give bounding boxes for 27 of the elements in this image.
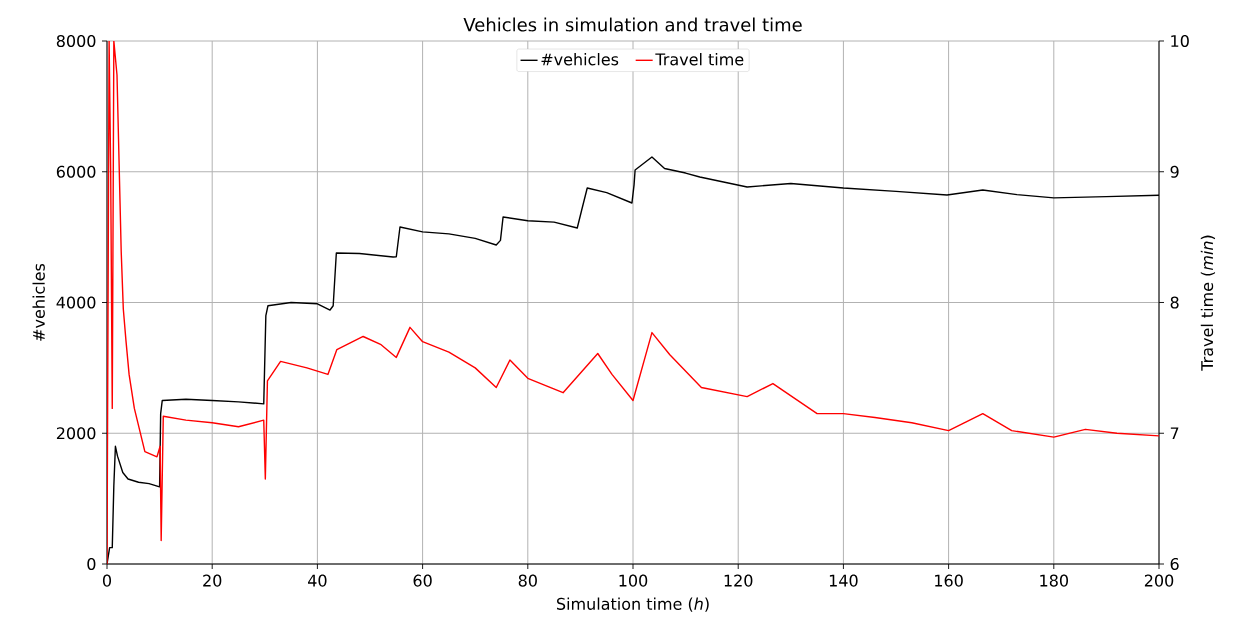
y2-tick-label: 10	[1171, 34, 1189, 48]
chart-title: Vehicles in simulation and travel time	[463, 17, 802, 32]
x-axis-title: Simulation time (h)	[556, 597, 709, 612]
x-tick-label: 140	[829, 574, 858, 587]
y-tick-label: 6000	[56, 165, 96, 178]
x-tick-label: 100	[619, 574, 648, 587]
x-tick-label: 200	[1144, 574, 1174, 587]
y-tick-label: 4000	[56, 296, 96, 309]
x-tick-label: 180	[1040, 574, 1069, 587]
y-tick-label: 8000	[56, 34, 96, 48]
x-tick-label: 80	[518, 574, 537, 587]
legend-label: #vehicles	[541, 53, 619, 66]
y-axis-title: #vehicles	[32, 263, 45, 341]
y2-tick-label: 7	[1170, 427, 1179, 440]
x-tick-label: 120	[724, 574, 753, 587]
x-tick-label: 20	[203, 574, 222, 587]
legend-label: Travel time	[655, 53, 744, 66]
x-tick-label: 40	[308, 574, 327, 587]
y2-tick-label: 9	[1170, 165, 1179, 178]
x-tick-label: 60	[413, 574, 432, 587]
y2-tick-label: 8	[1170, 296, 1179, 309]
x-tick-label: 0	[102, 574, 112, 587]
y2-axis-title: Travel time (min)	[1200, 235, 1216, 371]
y2-tick-label: 6	[1170, 557, 1179, 571]
y-tick-label: 0	[87, 557, 96, 571]
y-tick-label: 2000	[56, 427, 96, 440]
x-tick-label: 160	[935, 574, 963, 587]
